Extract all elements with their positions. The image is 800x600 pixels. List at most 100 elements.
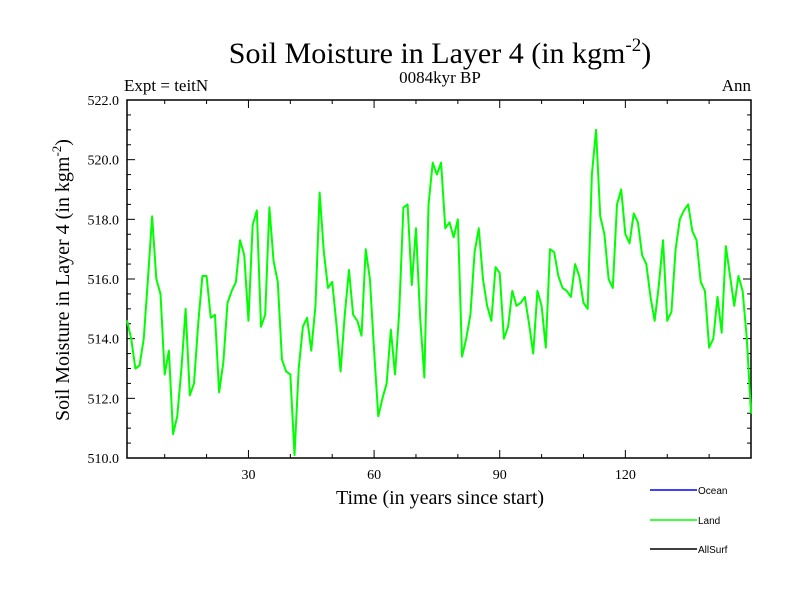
data-point: [281, 358, 283, 361]
data-point: [327, 287, 329, 289]
data-point: [168, 350, 170, 352]
data-point: [369, 278, 371, 280]
data-point: [532, 352, 534, 355]
data-point: [293, 454, 296, 456]
data-point: [394, 373, 396, 376]
data-point: [608, 278, 610, 280]
data-point: [515, 305, 518, 307]
data-point: [574, 263, 576, 265]
data-point: [176, 415, 178, 417]
data-point: [126, 320, 128, 322]
data-point: [628, 242, 631, 244]
data-point: [365, 248, 367, 250]
data-point: [201, 275, 203, 277]
data-point: [285, 370, 287, 373]
data-point: [683, 209, 685, 211]
data-point: [645, 263, 647, 265]
data-point: [151, 215, 153, 217]
data-point: [465, 338, 467, 340]
data-point: [750, 412, 752, 414]
chart-title: Soil Moisture in Layer 4 (in kgm-2): [229, 35, 651, 70]
data-point: [557, 275, 559, 277]
data-point: [712, 338, 714, 340]
data-point: [339, 370, 342, 373]
data-point: [448, 221, 451, 223]
data-point: [260, 326, 262, 328]
data-point: [612, 287, 614, 289]
data-point: [134, 367, 136, 370]
data-point: [352, 314, 354, 316]
data-point: [473, 251, 476, 253]
data-point: [566, 290, 568, 292]
data-point: [277, 281, 279, 283]
data-point: [402, 206, 405, 208]
data-point: [666, 320, 668, 322]
y-tick-label: 520.0: [88, 154, 120, 169]
x-tick-label: 60: [367, 468, 381, 483]
data-point: [185, 308, 187, 310]
y-tick-label: 512.0: [88, 392, 120, 407]
x-tick-label: 90: [493, 468, 507, 483]
data-point: [742, 290, 744, 292]
data-point: [499, 272, 501, 274]
data-point: [695, 239, 698, 241]
axis-ticks: [127, 99, 751, 459]
legend-label-allsurf: AllSurf: [698, 545, 728, 556]
data-point: [591, 173, 593, 176]
data-point: [637, 221, 639, 223]
y-tick-label: 518.0: [88, 213, 120, 228]
y-tick-label: 514.0: [88, 333, 120, 348]
axis-tick-labels: 510.0 512.0 514.0 516.0 518.0 520.0 522.0 30 60 9…: [88, 94, 636, 483]
data-point: [377, 415, 379, 417]
data-point: [520, 302, 522, 304]
data-point: [570, 296, 572, 298]
data-point: [314, 305, 317, 307]
data-point: [356, 320, 358, 322]
data-point: [708, 347, 710, 349]
data-point: [737, 275, 740, 277]
chart-title-superscript: -2: [625, 35, 641, 56]
data-point: [524, 296, 526, 298]
data-point: [704, 290, 706, 292]
data-point: [155, 278, 157, 280]
data-point: [595, 129, 597, 131]
data-point: [432, 162, 434, 164]
data-point: [436, 173, 438, 176]
y-tick-label: 510.0: [88, 452, 120, 467]
data-point: [478, 227, 480, 229]
y-axis-label-superscript: -2: [49, 146, 64, 157]
data-point: [381, 397, 384, 399]
data-point: [503, 338, 505, 340]
legend-label-land: Land: [698, 516, 720, 527]
data-point: [490, 320, 492, 322]
data-point: [235, 281, 237, 283]
data-point: [373, 350, 375, 352]
data-point: [210, 317, 212, 319]
y-tick-label: 516.0: [88, 273, 120, 288]
data-point: [222, 361, 224, 364]
data-point: [461, 355, 463, 358]
data-point: [243, 254, 245, 256]
data-point: [427, 203, 430, 206]
data-point: [658, 284, 660, 286]
data-point: [419, 317, 421, 319]
data-point: [159, 293, 162, 295]
data-point: [256, 209, 258, 211]
data-point: [641, 254, 643, 256]
data-point: [444, 227, 446, 229]
data-point: [654, 320, 656, 322]
data-point: [729, 275, 731, 277]
legend: Ocean Land AllSurf: [650, 486, 728, 556]
data-point: [398, 311, 400, 313]
data-point: [733, 305, 735, 307]
data-point: [302, 326, 304, 328]
data-point: [130, 338, 132, 340]
data-point: [440, 162, 442, 164]
data-point: [180, 367, 183, 370]
data-point: [561, 287, 564, 289]
data-point: [453, 236, 455, 238]
data-point: [218, 391, 220, 393]
data-point: [189, 394, 191, 396]
data-point: [390, 329, 392, 331]
